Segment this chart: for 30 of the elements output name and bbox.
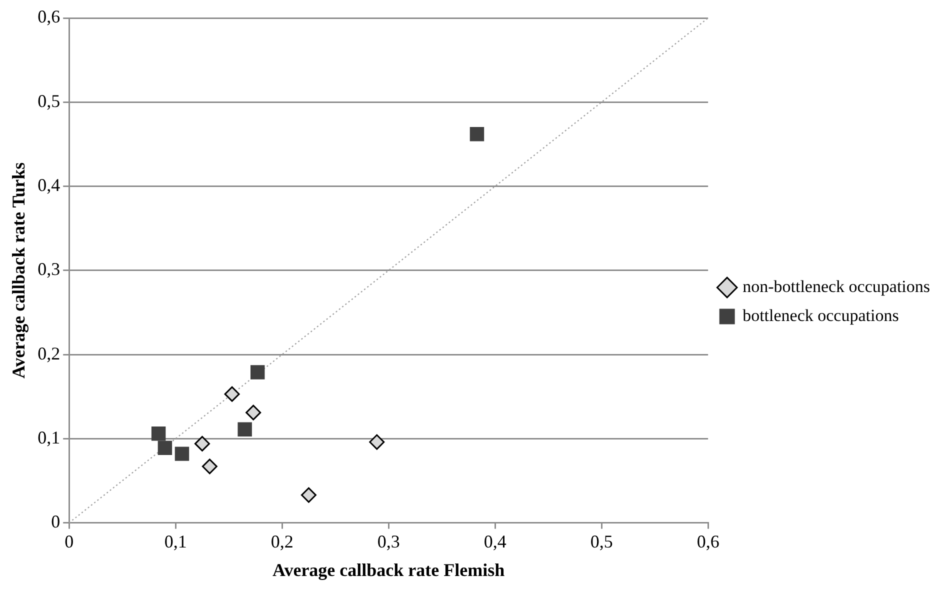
- x-tick-label: 0,5: [590, 531, 613, 552]
- x-tick-label: 0,2: [270, 531, 294, 552]
- y-tick-label: 0,6: [38, 6, 60, 27]
- point: [250, 365, 265, 380]
- point: [174, 446, 190, 461]
- y-tick-label: 0,1: [38, 427, 60, 448]
- y-tick-label: 0,5: [38, 90, 60, 111]
- x-tick-label: 0,4: [484, 531, 506, 552]
- x-tick-label: 0,3: [377, 531, 400, 552]
- point: [238, 422, 252, 437]
- y-axis-title: Average callback rate Turks: [8, 162, 28, 378]
- y-tick-label: 0: [51, 512, 60, 532]
- x-axis-title: Average callback rate Flemish: [272, 560, 505, 580]
- y-tick-label: 0,3: [38, 259, 60, 280]
- point: [300, 487, 316, 503]
- y-tick-label: 0,4: [38, 175, 60, 195]
- point: [194, 436, 210, 452]
- point: [369, 434, 385, 450]
- legend-label: bottleneck occupations: [742, 306, 899, 325]
- point: [470, 126, 484, 142]
- point: [202, 458, 218, 474]
- point: [224, 386, 240, 402]
- point: [158, 440, 172, 456]
- x-tick-label: 0,6: [696, 531, 720, 552]
- point: [246, 404, 262, 420]
- x-tick-label: 0: [64, 531, 74, 552]
- x-tick-label: 0,1: [164, 531, 187, 552]
- legend-label: non-bottleneck occupations: [742, 276, 930, 296]
- point: [151, 426, 166, 441]
- y-tick-label: 0,2: [38, 343, 60, 364]
